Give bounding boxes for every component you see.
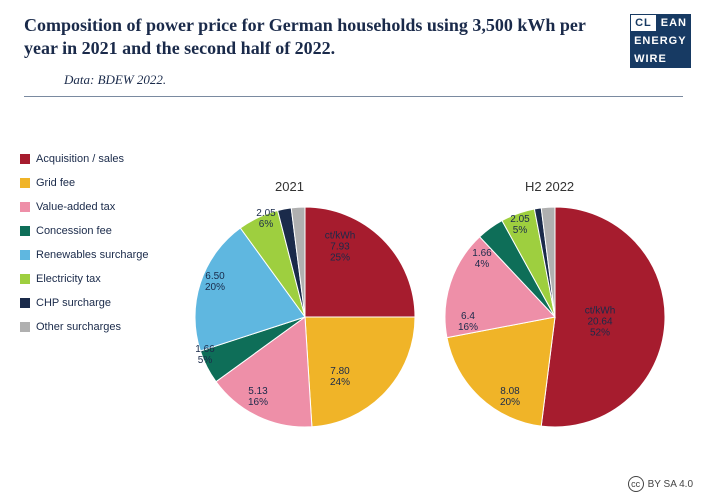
legend-label: Value-added tax xyxy=(36,201,115,213)
legend-swatch xyxy=(20,322,30,332)
legend-label: Acquisition / sales xyxy=(36,153,124,165)
pie-slice xyxy=(541,207,665,427)
legend-item: Renewables surcharge xyxy=(20,249,149,261)
pie-title-2021: 2021 xyxy=(275,179,304,194)
header-row: Composition of power price for German ho… xyxy=(0,0,707,68)
license-footer: cc BY SA 4.0 xyxy=(628,476,693,492)
logo-part-cl: CL xyxy=(630,14,657,32)
legend-swatch xyxy=(20,154,30,164)
legend-label: Grid fee xyxy=(36,177,75,189)
legend-item: Concession fee xyxy=(20,225,149,237)
legend-item: Other surcharges xyxy=(20,321,149,333)
logo-part-energy: ENERGY xyxy=(630,32,691,50)
legend-swatch xyxy=(20,274,30,284)
legend-label: Other surcharges xyxy=(36,321,121,333)
legend-label: Electricity tax xyxy=(36,273,101,285)
legend-item: CHP surcharge xyxy=(20,297,149,309)
logo-part-wire: WIRE xyxy=(630,50,691,68)
legend-swatch xyxy=(20,298,30,308)
logo-part-ean: EAN xyxy=(657,14,691,32)
legend-swatch xyxy=(20,178,30,188)
pie-slice xyxy=(305,317,415,427)
cc-icon: cc xyxy=(628,476,644,492)
legend-label: Renewables surcharge xyxy=(36,249,149,261)
legend-item: Electricity tax xyxy=(20,273,149,285)
legend-item: Acquisition / sales xyxy=(20,153,149,165)
legend-swatch xyxy=(20,250,30,260)
legend-label: CHP surcharge xyxy=(36,297,111,309)
brand-logo: CL EAN ENERGY WIRE xyxy=(630,14,691,68)
charts-area: Acquisition / sales Grid fee Value-added t… xyxy=(0,97,707,457)
legend-swatch xyxy=(20,202,30,212)
legend: Acquisition / sales Grid fee Value-added t… xyxy=(20,153,149,345)
chart-frame: Composition of power price for German ho… xyxy=(0,0,707,500)
pie-slice xyxy=(305,207,415,317)
legend-label: Concession fee xyxy=(36,225,112,237)
data-source-label: Data: BDEW 2022. xyxy=(0,68,707,96)
legend-swatch xyxy=(20,226,30,236)
pie-2021 xyxy=(193,205,417,429)
chart-title: Composition of power price for German ho… xyxy=(24,14,622,59)
legend-item: Value-added tax xyxy=(20,201,149,213)
pie-h2-2022 xyxy=(443,205,667,429)
license-text: BY SA 4.0 xyxy=(648,479,693,490)
pie-title-h2-2022: H2 2022 xyxy=(525,179,574,194)
legend-item: Grid fee xyxy=(20,177,149,189)
